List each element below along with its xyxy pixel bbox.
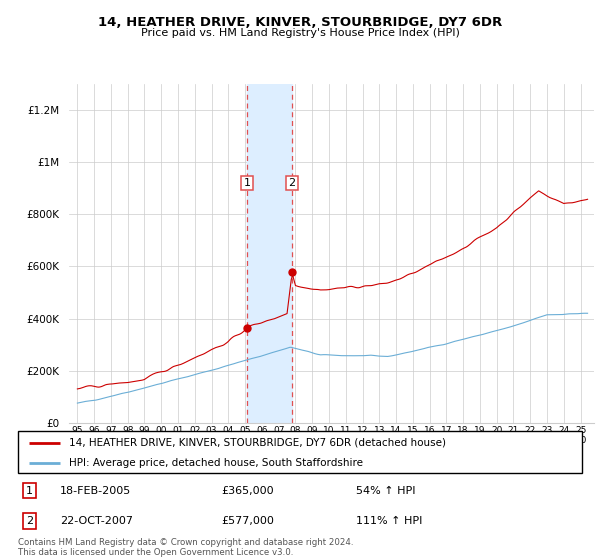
Text: 14, HEATHER DRIVE, KINVER, STOURBRIDGE, DY7 6DR: 14, HEATHER DRIVE, KINVER, STOURBRIDGE, … <box>98 16 502 29</box>
Text: 1: 1 <box>244 178 251 188</box>
Text: 2: 2 <box>289 178 296 188</box>
Text: 1: 1 <box>26 486 33 496</box>
Text: 54% ↑ HPI: 54% ↑ HPI <box>356 486 416 496</box>
Text: 18-FEB-2005: 18-FEB-2005 <box>60 486 131 496</box>
Text: £577,000: £577,000 <box>221 516 274 526</box>
Text: £365,000: £365,000 <box>221 486 274 496</box>
Bar <box>247 84 292 423</box>
Text: 14, HEATHER DRIVE, KINVER, STOURBRIDGE, DY7 6DR (detached house): 14, HEATHER DRIVE, KINVER, STOURBRIDGE, … <box>69 437 446 447</box>
Text: 111% ↑ HPI: 111% ↑ HPI <box>356 516 423 526</box>
Text: 2: 2 <box>26 516 33 526</box>
Text: Price paid vs. HM Land Registry's House Price Index (HPI): Price paid vs. HM Land Registry's House … <box>140 28 460 38</box>
Text: 22-OCT-2007: 22-OCT-2007 <box>60 516 133 526</box>
Text: Contains HM Land Registry data © Crown copyright and database right 2024.
This d: Contains HM Land Registry data © Crown c… <box>18 538 353 557</box>
Text: HPI: Average price, detached house, South Staffordshire: HPI: Average price, detached house, Sout… <box>69 458 363 468</box>
